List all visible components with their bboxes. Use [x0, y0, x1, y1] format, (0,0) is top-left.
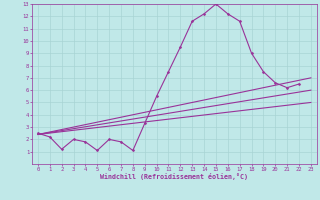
X-axis label: Windchill (Refroidissement éolien,°C): Windchill (Refroidissement éolien,°C) [100, 173, 248, 180]
